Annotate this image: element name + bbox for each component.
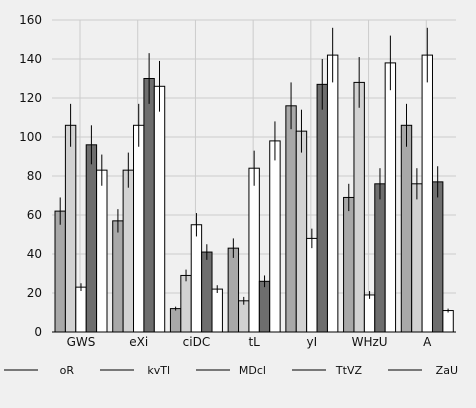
y-tick-label-8: 160 [19,13,42,27]
y-tick-label-6: 120 [19,91,42,105]
bar-kvTl-ciDC [180,274,192,333]
x-tick-label-0: GWS [67,335,96,349]
bar-TtVZ-tL [258,280,271,333]
legend-label-ZaU: ZaU [436,364,458,377]
bar-kvTl-WHzU [353,81,365,333]
legend-label-oR: oR [60,364,75,377]
bar-TtVZ-GWS [85,144,98,333]
bar-ZaU-A [442,310,454,333]
legend-label-TtVZ: TtVZ [335,364,363,377]
bar-ZaU-WHzU [384,62,397,333]
x-axis-ticks: GWS eXi ciDC tL yI WHzU A [67,335,433,349]
bar-kvTl-yI [295,130,308,333]
bar-MDcl-yI [306,237,318,333]
legend-label-kvTl: kvTl [147,364,170,377]
bar-ZaU-tL [269,140,281,333]
bar-MDcl-ciDC [190,224,203,333]
bar-TtVZ-A [431,181,444,333]
bar-TtVZ-ciDC [201,251,213,333]
bar-oR-WHzU [343,196,355,333]
bar-ZaU-ciDC [211,288,223,333]
y-tick-label-5: 100 [19,130,42,144]
bar-oR-eXi [112,220,124,333]
bar-ZaU-eXi [153,85,166,333]
bar-TtVZ-eXi [143,78,155,333]
bar-TtVZ-yI [316,83,328,333]
error-bars [59,27,449,313]
bar-MDcl-GWS [75,286,87,333]
y-tick-label-1: 20 [27,286,42,300]
bar-oR-A [400,124,413,333]
y-tick-label-7: 140 [19,52,42,66]
bar-kvTl-eXi [122,169,135,333]
bar-oR-yI [285,105,297,333]
bar-MDcl-tL [248,167,260,333]
bar-ZaU-yI [326,54,339,333]
y-tick-label-0: 0 [34,325,42,339]
y-tick-label-3: 60 [27,208,42,222]
bar-TtVZ-WHzU [374,183,386,333]
x-tick-label-6: A [423,335,432,349]
bar-oR-tL [227,247,240,333]
x-tick-label-3: tL [248,335,260,349]
y-tick-label-4: 80 [27,169,42,183]
x-tick-label-5: WHzU [352,335,388,349]
legend: oR kvTl MDcl TtVZ ZaU [4,364,458,377]
x-tick-label-4: yI [307,335,318,349]
bar-kvTl-A [411,183,423,333]
x-tick-label-1: eXi [129,335,148,349]
bar-kvTl-GWS [64,124,77,333]
y-tick-label-2: 40 [27,247,42,261]
y-axis-ticks: 0 20 40 60 80 100 120 140 160 [19,13,42,339]
bar-kvTl-tL [238,300,250,333]
bar-ZaU-GWS [96,169,108,333]
bar-oR-GWS [54,210,66,333]
bar-oR-ciDC [169,308,182,333]
x-tick-label-2: ciDC [183,335,211,349]
bar-MDcl-WHzU [363,294,376,333]
bar-MDcl-A [421,54,433,333]
legend-label-MDcl: MDcl [239,364,266,377]
bar-MDcl-eXi [133,124,145,333]
